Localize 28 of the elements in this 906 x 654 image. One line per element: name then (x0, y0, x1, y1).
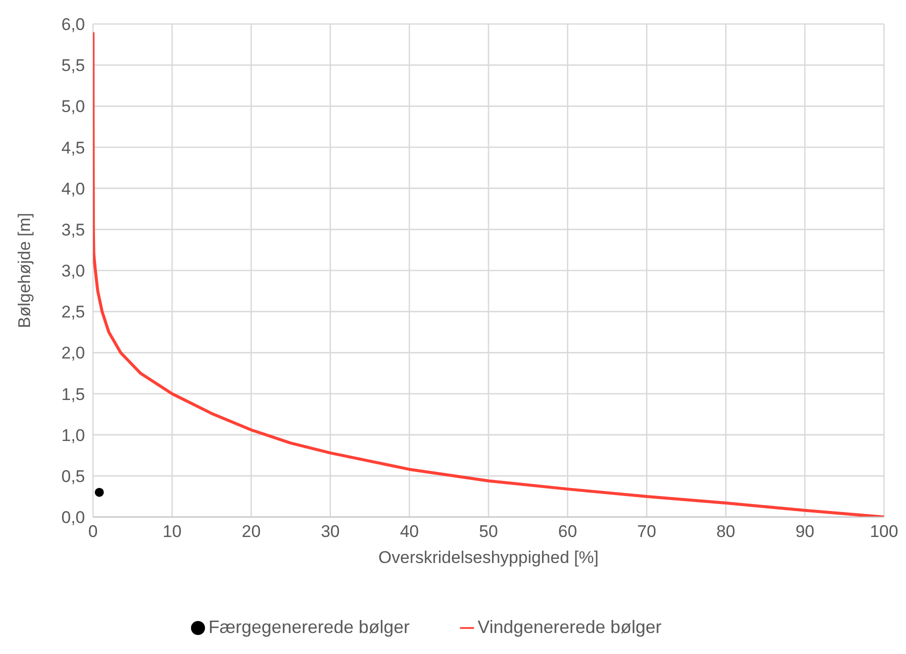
legend-label: Vindgenererede bølger (478, 617, 662, 637)
y-tick-label: 6,0 (61, 15, 85, 34)
y-tick-label: 5,5 (61, 56, 85, 76)
y-tick-label: 1,0 (61, 426, 85, 445)
y-tick-label: 0,5 (61, 466, 85, 486)
y-tick-label: 2,5 (61, 302, 85, 322)
y-tick-label: 1,5 (61, 384, 85, 404)
x-tick-label: 30 (320, 522, 340, 542)
x-tick-label: 10 (162, 522, 182, 542)
y-axis-title: Bølgehøjde [m] (15, 212, 34, 328)
x-tick-label: 90 (795, 522, 814, 542)
y-tick-label: 4,0 (61, 179, 85, 198)
x-tick-label: 50 (479, 522, 498, 542)
x-tick-label: 80 (716, 522, 736, 542)
y-tick-label: 3,0 (61, 262, 85, 281)
x-tick-label: 100 (870, 522, 898, 542)
legend-label: Færgegenererede bølger (208, 617, 410, 637)
x-tick-label: 20 (242, 522, 261, 542)
x-tick-label: 60 (558, 522, 578, 542)
y-tick-label: 2,0 (61, 344, 85, 363)
y-tick-label: 0,0 (61, 508, 85, 528)
x-tick-label: 0 (88, 522, 98, 542)
y-tick-label: 5,0 (61, 97, 85, 116)
y-tick-label: 4,5 (61, 138, 85, 158)
x-tick-label: 70 (637, 522, 656, 542)
x-axis-title: Overskridelseshyppighed [%] (378, 548, 599, 568)
y-tick-label: 3,5 (61, 220, 85, 240)
x-tick-label: 40 (400, 522, 419, 542)
